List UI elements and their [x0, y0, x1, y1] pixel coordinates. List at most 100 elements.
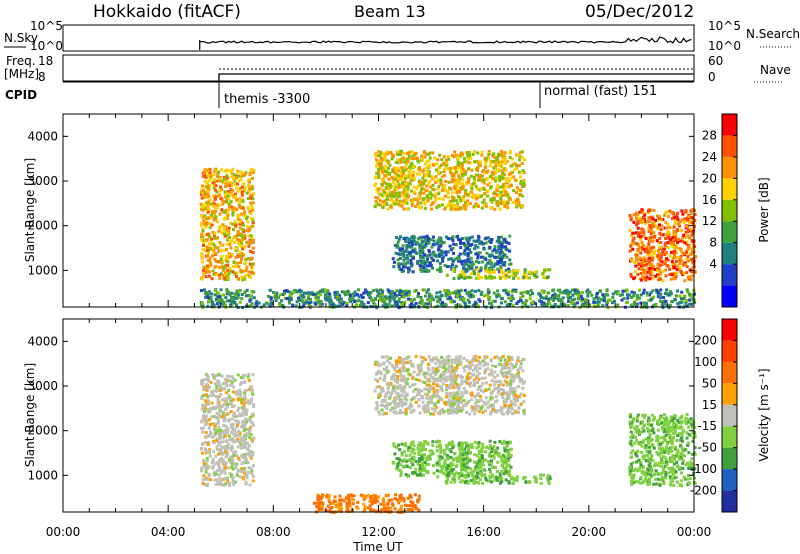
data-cell: [202, 203, 205, 207]
data-cell: [223, 177, 227, 181]
data-cell: [420, 380, 424, 384]
data-cell: [507, 296, 511, 300]
data-cell: [552, 299, 556, 302]
data-cell: [407, 293, 411, 297]
data-cell: [233, 378, 237, 382]
data-cell: [424, 189, 428, 193]
data-cell: [480, 150, 484, 154]
data-cell: [639, 256, 642, 260]
data-cell: [359, 293, 363, 297]
data-cell: [564, 289, 568, 293]
data-cell: [216, 399, 220, 403]
data-cell: [407, 194, 411, 198]
data-cell: [678, 224, 682, 228]
data-cell: [384, 303, 388, 307]
data-cell: [238, 222, 242, 226]
data-cell: [611, 292, 615, 296]
data-cell: [396, 169, 400, 173]
data-cell: [436, 268, 440, 272]
data-cell: [416, 237, 420, 241]
data-cell: [441, 174, 445, 178]
data-cell: [467, 157, 471, 161]
data-cell: [664, 221, 668, 225]
data-cell: [209, 394, 213, 398]
data-cell: [456, 178, 460, 182]
data-cell: [432, 356, 436, 360]
data-cell: [467, 267, 471, 271]
data-cell: [395, 370, 399, 374]
data-cell: [214, 215, 218, 219]
data-cell: [232, 461, 236, 465]
data-cell: [457, 397, 461, 401]
data-cell: [288, 301, 291, 305]
data-cell: [204, 470, 208, 474]
data-cell: [405, 207, 409, 211]
data-cell: [230, 239, 234, 243]
data-cell: [249, 194, 253, 198]
data-cell: [401, 185, 405, 189]
data-cell: [239, 206, 243, 210]
data-cell: [243, 474, 247, 478]
data-cell: [206, 190, 210, 193]
data-cell: [240, 297, 244, 301]
data-cell: [512, 189, 516, 193]
data-cell: [671, 235, 675, 239]
data-cell: [419, 261, 423, 265]
data-cell: [560, 300, 564, 304]
data-cell: [200, 447, 203, 451]
data-cell: [210, 292, 213, 296]
data-cell: [388, 186, 392, 189]
data-cell: [436, 172, 440, 176]
data-cell: [454, 207, 458, 211]
data-cell: [433, 195, 437, 199]
cpid-label: CPID: [5, 88, 37, 102]
data-cell: [455, 363, 459, 367]
data-cell: [236, 296, 240, 300]
data-cell: [251, 219, 255, 223]
data-cell: [421, 288, 425, 292]
data-cell: [398, 202, 402, 206]
data-cell: [657, 291, 661, 295]
data-cell: [533, 274, 537, 278]
data-cell: [402, 171, 405, 175]
data-cell: [366, 301, 370, 305]
data-cell: [442, 364, 446, 368]
data-cell: [467, 264, 471, 268]
data-cell: [455, 170, 459, 174]
data-cell: [320, 302, 324, 306]
data-cell: [423, 288, 427, 292]
data-cell: [518, 151, 522, 155]
data-cell: [360, 302, 363, 306]
data-cell: [368, 294, 372, 298]
data-cell: [250, 265, 254, 269]
data-cell: [202, 222, 206, 226]
data-cell: [206, 216, 210, 220]
data-cell: [240, 276, 244, 280]
data-cell: [237, 407, 240, 410]
data-cell: [251, 392, 255, 396]
data-cell: [240, 398, 244, 402]
data-cell: [241, 469, 245, 473]
data-cell: [416, 199, 420, 203]
data-cell: [455, 294, 459, 298]
data-cell: [432, 243, 436, 247]
data-cell: [590, 293, 594, 297]
data-cell: [577, 291, 581, 295]
data-cell: [645, 291, 649, 295]
data-cell: [204, 174, 208, 178]
data-cell: [394, 183, 398, 187]
data-cell: [238, 434, 242, 438]
data-cell: [432, 387, 436, 391]
data-cell: [404, 177, 408, 180]
data-cell: [229, 269, 233, 273]
data-cell: [487, 373, 491, 377]
data-cell: [663, 292, 667, 295]
data-cell: [528, 297, 532, 301]
data-cell: [684, 210, 688, 214]
data-cell: [199, 214, 203, 218]
data-cell: [202, 219, 206, 223]
data-cell: [232, 440, 236, 444]
data-cell: [470, 363, 474, 367]
data-cell: [217, 463, 221, 467]
data-cell: [678, 258, 682, 262]
